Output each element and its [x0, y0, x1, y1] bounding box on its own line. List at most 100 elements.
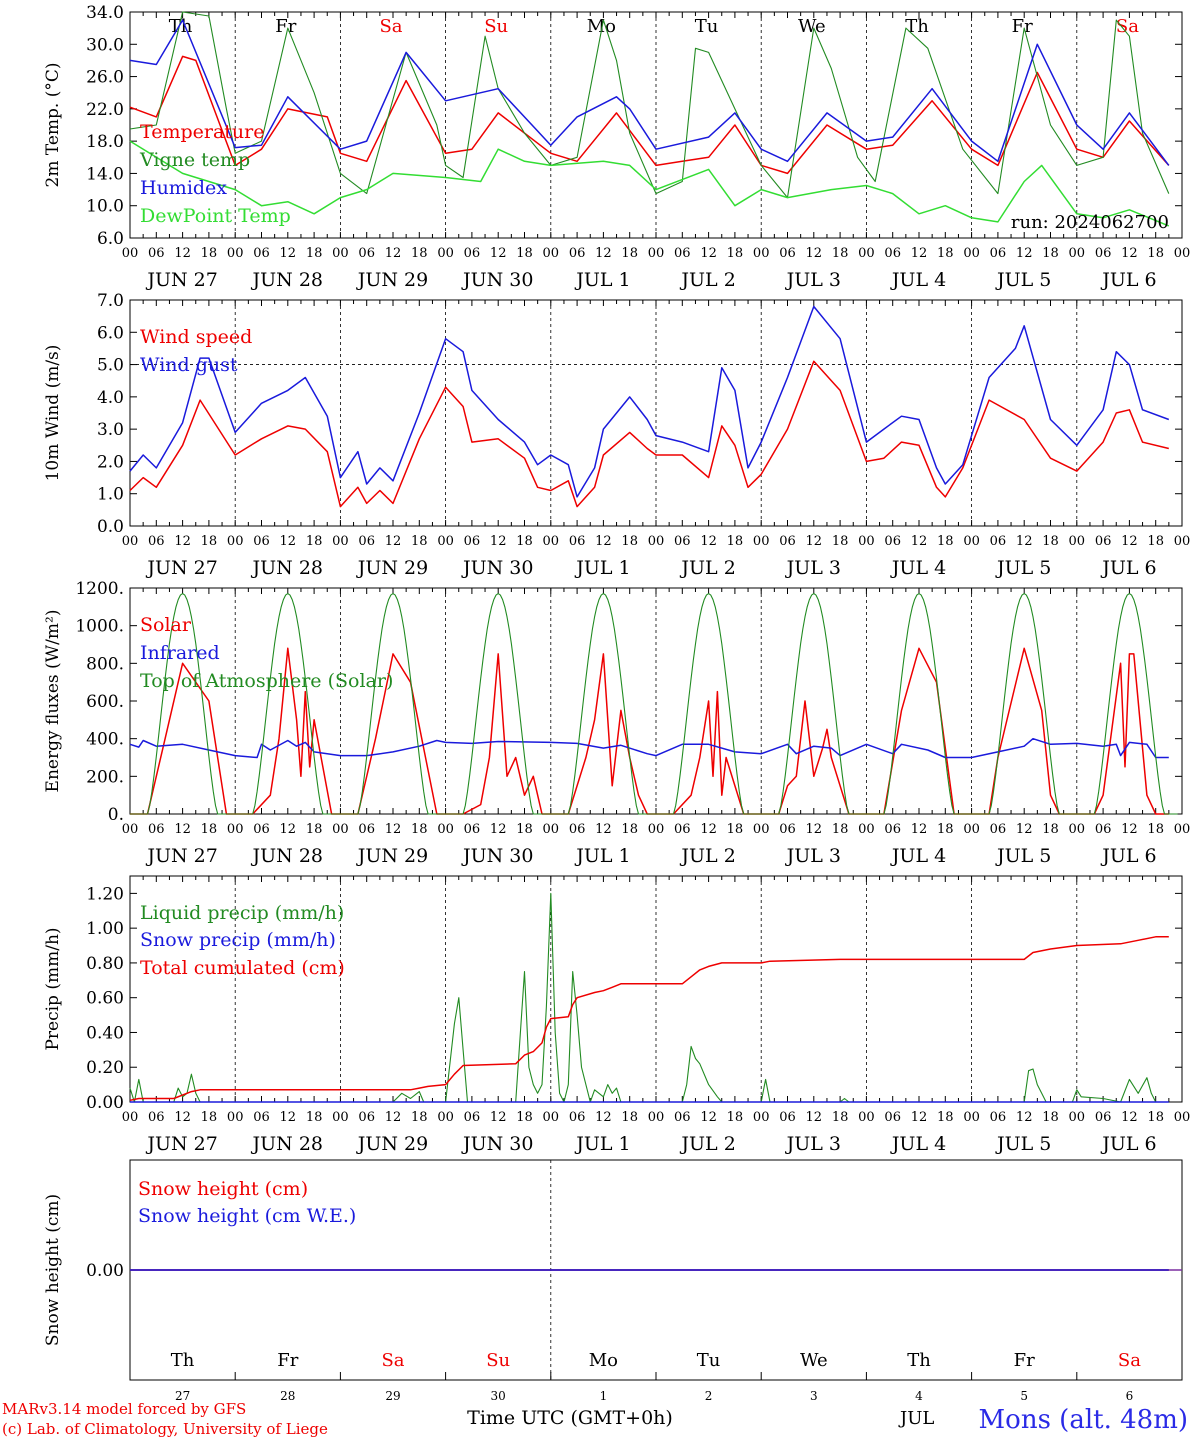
- hour-label: 06: [674, 534, 691, 549]
- hour-label: 12: [174, 1110, 191, 1125]
- hour-label: 06: [148, 246, 165, 261]
- panel-wind: 0.0 1.0 2.0 3.0 4.0 5.0 6.0 7.0 10m Wind (m/s) 00…: [43, 291, 1190, 579]
- hour-label: 18: [727, 246, 744, 261]
- hour-label: 06: [569, 1110, 586, 1125]
- hour-label: 12: [174, 534, 191, 549]
- date-label: JUN 28: [251, 1133, 323, 1155]
- hour-label: 06: [884, 246, 901, 261]
- date-label: JUN 29: [356, 1133, 428, 1155]
- hour-label: 00: [1069, 822, 1086, 837]
- y-tick-label: 0.00: [86, 1261, 124, 1281]
- weekday-label: Sa: [379, 16, 402, 37]
- hour-label: 12: [595, 246, 612, 261]
- hour-label: 06: [148, 822, 165, 837]
- hour-label: 00: [1174, 1110, 1191, 1125]
- y-tick-label: 800.: [86, 654, 124, 674]
- hour-label: 00: [332, 246, 349, 261]
- y-tick-label: 1200.: [75, 579, 124, 599]
- y-tick-label: 2.0: [97, 452, 124, 472]
- y-tick-label: 34.0: [86, 3, 124, 23]
- hour-label: 06: [674, 246, 691, 261]
- hour-label: 06: [1095, 246, 1112, 261]
- hour-label: 06: [464, 534, 481, 549]
- hour-label: 12: [385, 534, 402, 549]
- date-label: JUN 27: [145, 845, 217, 867]
- hour-label: 12: [280, 1110, 297, 1125]
- day-number-label: 28: [280, 1389, 295, 1403]
- hour-label: 00: [648, 246, 665, 261]
- date-label: JUL 5: [995, 1133, 1051, 1155]
- hour-label: 00: [122, 534, 139, 549]
- hour-label: 18: [937, 822, 954, 837]
- weekday-label: Sa: [1118, 1350, 1141, 1371]
- y-tick-label: 26.0: [86, 68, 124, 88]
- hour-label: 00: [858, 1110, 875, 1125]
- y-tick-label: 600.: [86, 692, 124, 712]
- hour-label: 18: [306, 246, 323, 261]
- legend-entry: Wind gust: [140, 354, 238, 376]
- legend-entry: Humidex: [140, 177, 227, 199]
- hour-label: 06: [779, 1110, 796, 1125]
- hour-label: 06: [674, 1110, 691, 1125]
- hour-label: 12: [1121, 1110, 1138, 1125]
- hour-label: 00: [858, 822, 875, 837]
- hour-label: 00: [332, 534, 349, 549]
- date-label: JUL 6: [1100, 269, 1156, 291]
- hour-label: 18: [832, 822, 849, 837]
- weekday-label: Mo: [589, 1350, 618, 1371]
- hour-label: 06: [779, 822, 796, 837]
- series-line-wind-speed: [129, 360, 1169, 508]
- date-label: JUL 5: [995, 269, 1051, 291]
- hour-label: 00: [1069, 1110, 1086, 1125]
- day-number-label: 5: [1020, 1389, 1028, 1403]
- legend-entry: Liquid precip (mm/h): [140, 902, 344, 924]
- weekday-label: We: [800, 1350, 828, 1371]
- date-label: JUL 6: [1100, 557, 1156, 579]
- series-line-humidex: [129, 19, 1170, 166]
- y-axis-label: Snow height (cm): [43, 1194, 63, 1346]
- hour-label: 00: [963, 246, 980, 261]
- series-line-vigne-temp: [129, 11, 1170, 199]
- hour-label: 06: [253, 1110, 270, 1125]
- weekday-label: We: [798, 16, 826, 37]
- panel-temp: 6.0 10.0 14.0 18.0 22.0 26.0 30.0 34.0 2m Temp. …: [43, 3, 1190, 291]
- x-axis-label: Time UTC (GMT+0h): [467, 1407, 673, 1429]
- hour-label: 18: [411, 246, 428, 261]
- hour-label: 06: [990, 1110, 1007, 1125]
- date-label: JUN 27: [145, 1133, 217, 1155]
- hour-label: 12: [385, 822, 402, 837]
- hour-label: 18: [1147, 822, 1164, 837]
- hour-label: 00: [543, 1110, 560, 1125]
- y-tick-label: 0.20: [86, 1058, 124, 1078]
- y-tick-label: 1.20: [86, 884, 124, 904]
- hour-label: 18: [306, 1110, 323, 1125]
- hour-label: 06: [990, 822, 1007, 837]
- hour-label: 00: [332, 1110, 349, 1125]
- hour-label: 06: [1095, 822, 1112, 837]
- date-label: JUL 1: [574, 269, 630, 291]
- weekday-label: Fr: [275, 16, 296, 37]
- hour-label: 00: [648, 822, 665, 837]
- hour-label: 18: [937, 534, 954, 549]
- date-label: JUN 29: [356, 557, 428, 579]
- weekday-label: Fr: [277, 1350, 298, 1371]
- legend-entry: Snow height (cm W.E.): [138, 1205, 356, 1227]
- hour-label: 00: [753, 246, 770, 261]
- hour-label: 06: [358, 1110, 375, 1125]
- hour-label: 18: [621, 534, 638, 549]
- model-credit: MARv3.14 model forced by GFS: [2, 1400, 246, 1418]
- hour-label: 12: [911, 822, 928, 837]
- y-tick-label: 7.0: [97, 291, 124, 311]
- hour-label: 06: [148, 534, 165, 549]
- hour-label: 00: [1174, 246, 1191, 261]
- hour-label: 12: [1016, 534, 1033, 549]
- hour-label: 06: [358, 534, 375, 549]
- day-number-label: 29: [385, 1389, 400, 1403]
- y-axis-label: Energy fluxes (W/m²): [43, 610, 63, 793]
- y-axis-label: Precip (mm/h): [43, 927, 63, 1050]
- date-label: JUL 2: [679, 269, 735, 291]
- hour-label: 12: [700, 246, 717, 261]
- y-tick-label: 30.0: [86, 35, 124, 55]
- y-tick-label: 0.0: [97, 517, 124, 537]
- hour-label: 12: [911, 1110, 928, 1125]
